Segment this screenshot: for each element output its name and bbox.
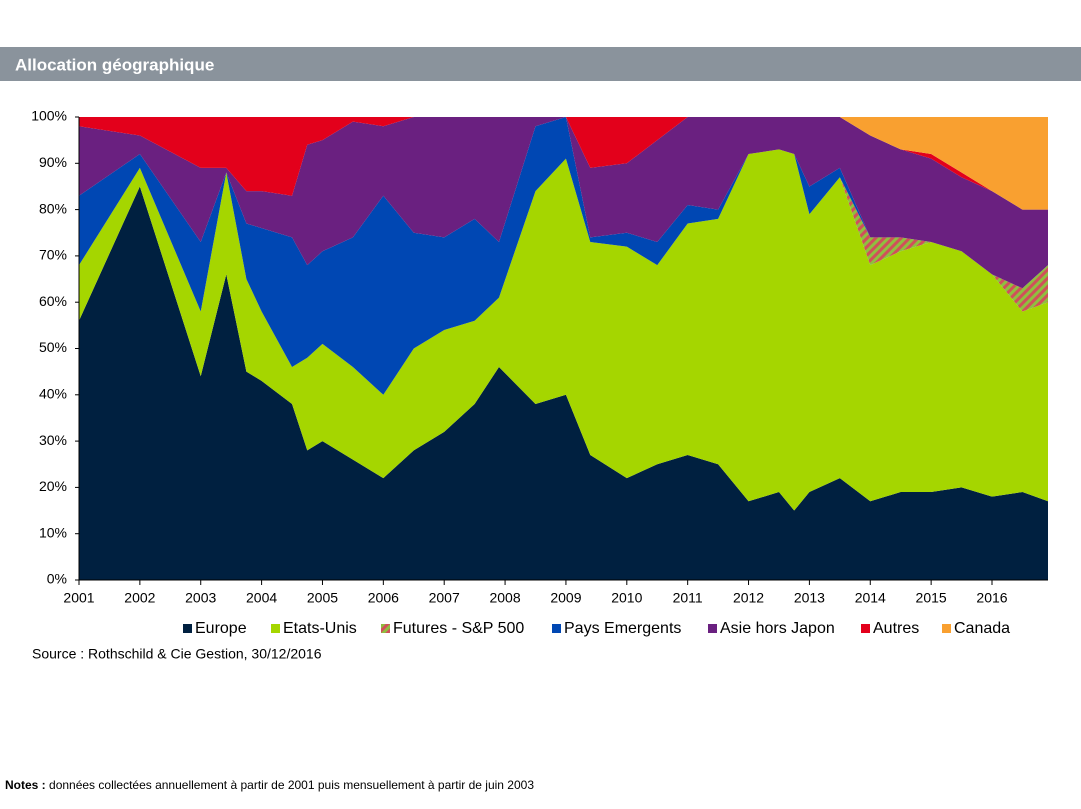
x-tick-label: 2011 xyxy=(673,590,703,606)
legend-label: Asie hors Japon xyxy=(720,620,835,637)
legend-label: Canada xyxy=(954,620,1010,637)
area xyxy=(79,117,1048,395)
y-tick-label: 20% xyxy=(39,478,67,494)
area xyxy=(79,149,1048,511)
y-tick-label: 40% xyxy=(39,386,67,402)
y-tick-label: 90% xyxy=(39,154,67,170)
y-tick-label: 100% xyxy=(31,108,67,124)
notes-label: Notes : xyxy=(5,778,46,792)
x-tick-label: 2004 xyxy=(246,590,277,606)
y-tick-label: 60% xyxy=(39,293,67,309)
legend-swatch xyxy=(861,624,870,633)
legend-label: Europe xyxy=(195,620,247,637)
legend-swatch xyxy=(381,624,390,633)
x-tick-label: 2006 xyxy=(368,590,399,606)
x-tick-label: 2014 xyxy=(855,590,886,606)
legend-label: Pays Emergents xyxy=(564,620,681,637)
x-tick-label: 2015 xyxy=(916,590,947,606)
x-tick-label: 2016 xyxy=(976,590,1007,606)
legend-label: Futures - S&P 500 xyxy=(393,620,524,637)
x-tick-label: 2007 xyxy=(429,590,460,606)
notes: Notes : données collectées annuellement … xyxy=(5,778,534,792)
header-bar xyxy=(0,47,1081,81)
legend-swatch xyxy=(183,624,192,633)
legend-label: Etats-Unis xyxy=(283,620,357,637)
x-tick-label: 2012 xyxy=(733,590,764,606)
legend-swatch xyxy=(271,624,280,633)
legend-label: Autres xyxy=(873,620,919,637)
legend-swatch xyxy=(942,624,951,633)
x-tick-label: 2013 xyxy=(794,590,825,606)
x-tick-label: 2005 xyxy=(307,590,338,606)
x-tick-label: 2003 xyxy=(185,590,216,606)
y-tick-label: 30% xyxy=(39,432,67,448)
x-tick-label: 2008 xyxy=(489,590,520,606)
y-tick-label: 80% xyxy=(39,200,67,216)
x-tick-label: 2002 xyxy=(124,590,155,606)
y-tick-label: 0% xyxy=(47,571,67,587)
source: Source : Rothschild & Cie Gestion, 30/12… xyxy=(32,646,322,662)
area xyxy=(79,117,1048,210)
legend-swatch xyxy=(708,624,717,633)
y-tick-label: 70% xyxy=(39,247,67,263)
y-tick-label: 10% xyxy=(39,524,67,540)
notes-text: données collectées annuellement à partir… xyxy=(49,778,534,792)
area xyxy=(79,117,1048,210)
x-tick-label: 2001 xyxy=(63,590,94,606)
area xyxy=(79,186,1048,580)
y-tick-label: 50% xyxy=(39,339,67,355)
x-tick-label: 2010 xyxy=(611,590,642,606)
area xyxy=(79,117,1048,289)
legend-swatch xyxy=(552,624,561,633)
x-tick-label: 2009 xyxy=(550,590,581,606)
chart-title: Allocation géographique xyxy=(15,55,214,74)
